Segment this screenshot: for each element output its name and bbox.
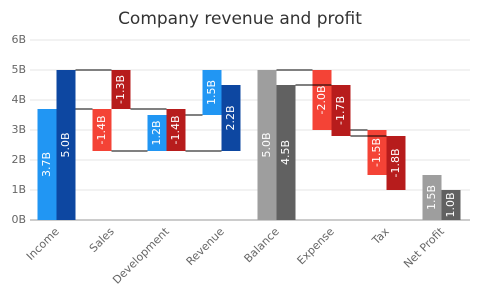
- value-label: -2.0B: [315, 85, 328, 114]
- bar: [37, 109, 57, 220]
- value-label: 1.5B: [205, 80, 218, 105]
- value-label: -1.3B: [114, 75, 127, 104]
- value-label: -1.4B: [169, 115, 182, 144]
- chart-title: Company revenue and profit: [118, 9, 362, 29]
- bar: [276, 85, 296, 220]
- bar: [441, 190, 461, 220]
- value-label: 1.2B: [150, 120, 163, 145]
- value-label: -1.5B: [370, 138, 383, 167]
- x-tick-label: Balance: [242, 225, 282, 265]
- value-label: -1.7B: [334, 96, 347, 125]
- bar: [386, 136, 406, 190]
- y-tick-label: 1B: [11, 183, 26, 196]
- y-tick-label: 0B: [11, 213, 26, 226]
- bar: [221, 85, 241, 151]
- y-tick-label: 2B: [11, 153, 26, 166]
- bar: [422, 175, 442, 220]
- x-tick-label: Sales: [87, 225, 117, 255]
- bar: [92, 109, 112, 151]
- bar: [147, 115, 167, 151]
- x-tick-label: Net Profit: [401, 225, 447, 271]
- bar: [331, 85, 351, 136]
- x-tick-label: Income: [24, 225, 62, 263]
- bar: [111, 70, 131, 109]
- bar: [367, 130, 387, 175]
- value-label: 4.5B: [279, 140, 292, 165]
- bar: [202, 70, 222, 115]
- value-label: -1.8B: [389, 148, 402, 177]
- value-label: -1.4B: [95, 115, 108, 144]
- value-label: 5.0B: [260, 132, 273, 157]
- bar: [166, 109, 186, 151]
- value-label: 1.5B: [425, 185, 438, 210]
- y-tick-label: 3B: [11, 123, 26, 136]
- x-tick-label: Development: [110, 225, 172, 287]
- value-label: 2.2B: [224, 105, 237, 130]
- x-tick-label: Tax: [369, 225, 392, 248]
- x-tick-label: Revenue: [184, 225, 227, 268]
- x-tick-label: Expense: [295, 225, 337, 267]
- value-label: 1.0B: [444, 192, 457, 217]
- y-tick-label: 6B: [11, 33, 26, 46]
- bar: [257, 70, 277, 220]
- value-label: 5.0B: [59, 132, 72, 157]
- value-label: 3.7B: [40, 152, 53, 177]
- bar: [56, 70, 76, 220]
- y-tick-label: 4B: [11, 93, 26, 106]
- y-tick-label: 5B: [11, 63, 26, 76]
